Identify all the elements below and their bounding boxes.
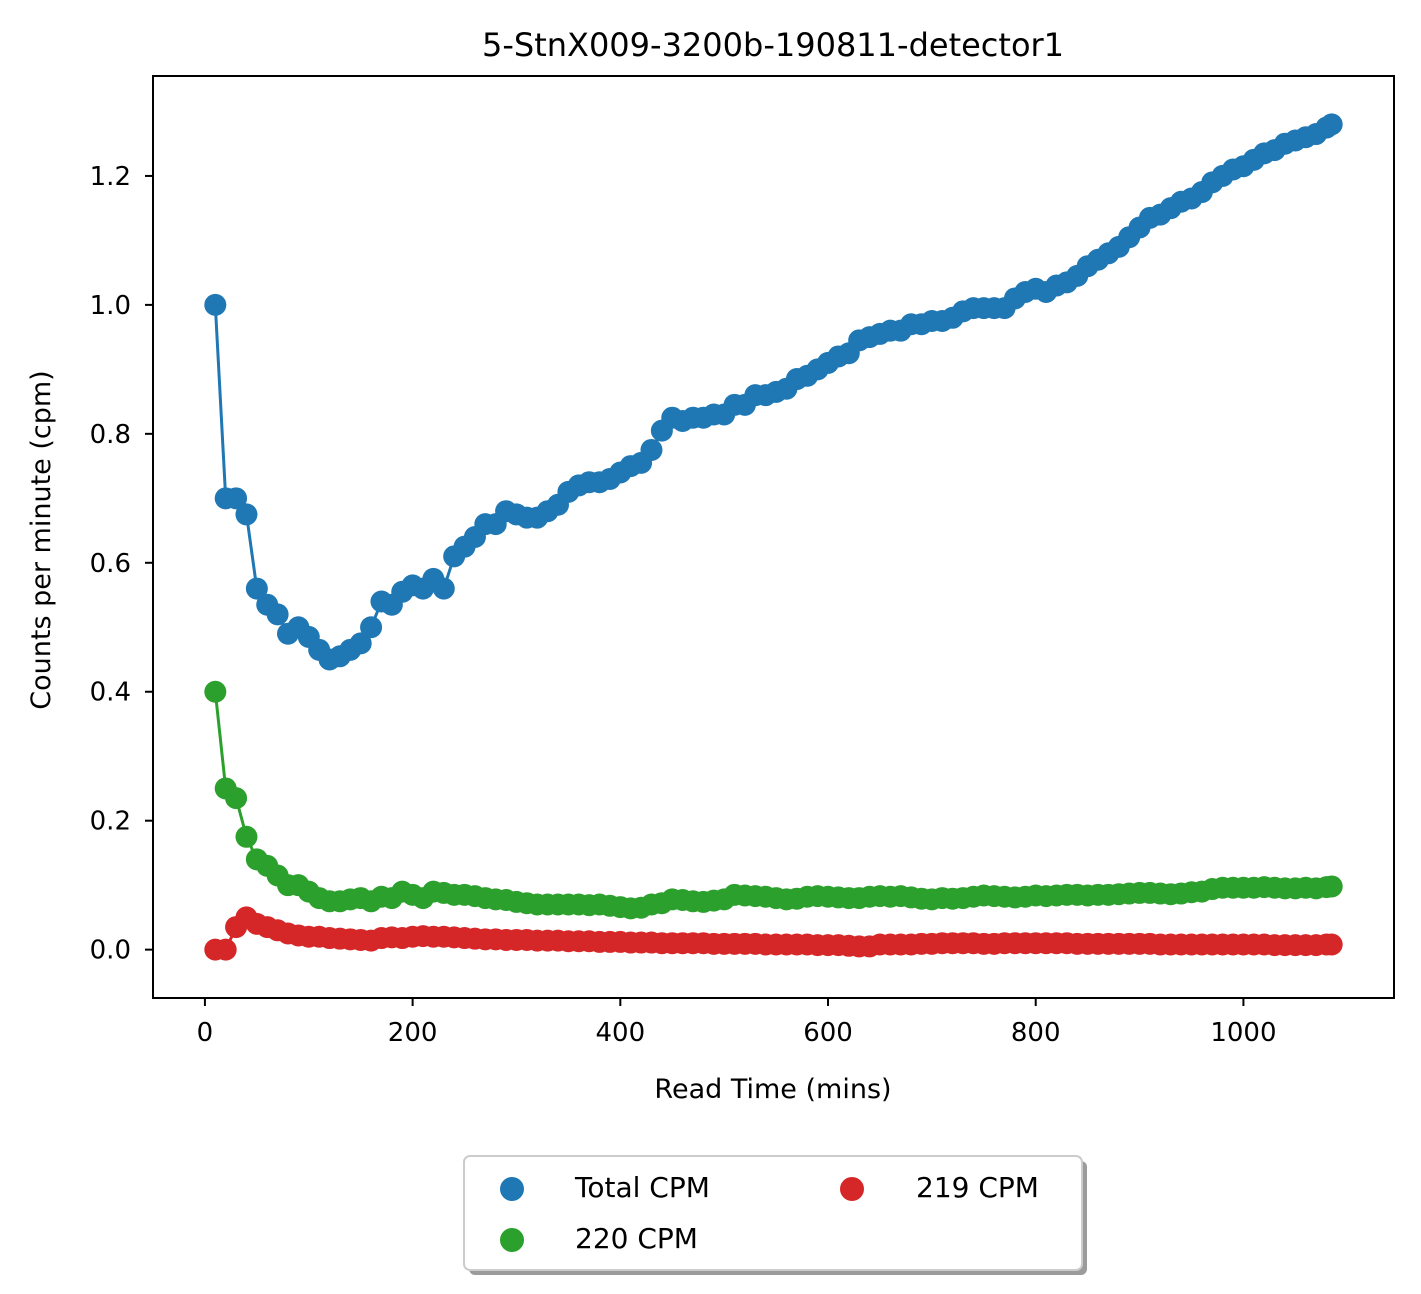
legend-marker-219 — [840, 1177, 864, 1201]
chart-title: 5-StnX009-3200b-190811-detector1 — [482, 26, 1064, 64]
data-point — [1320, 875, 1343, 898]
y-tick-label: 0.0 — [90, 936, 131, 966]
data-point — [204, 293, 227, 316]
x-axis-label: Read Time (mins) — [654, 1074, 891, 1105]
data-point — [360, 616, 383, 639]
plot-frame — [152, 75, 1395, 999]
y-axis-label: Counts per minute (cpm) — [26, 370, 57, 709]
legend-marker-total — [500, 1177, 524, 1201]
legend-box — [463, 1155, 1083, 1271]
x-tick-label: 1000 — [1210, 1018, 1276, 1048]
data-point — [266, 603, 289, 626]
series-0 — [204, 113, 1343, 671]
y-tick-label: 0.2 — [90, 807, 131, 837]
x-tick-label: 0 — [197, 1018, 214, 1048]
data-point — [225, 487, 248, 510]
data-point — [640, 438, 663, 461]
legend-label-total: Total CPM — [574, 1171, 710, 1204]
data-point — [245, 577, 268, 600]
legend: Total CPM 220 CPM 219 CPM — [463, 1155, 1087, 1275]
data-point — [349, 632, 372, 655]
data-point — [204, 680, 227, 703]
legend-marker-220 — [500, 1228, 524, 1252]
y-tick-label: 0.6 — [90, 549, 131, 579]
data-point — [225, 787, 248, 810]
y-axis: 0.0 0.2 0.4 0.6 0.8 1.0 1.2 — [90, 162, 153, 966]
y-tick-label: 1.0 — [90, 291, 131, 321]
data-point — [235, 503, 258, 526]
plot-area — [204, 113, 1343, 961]
series-2 — [204, 906, 1343, 961]
y-tick-label: 0.8 — [90, 420, 131, 450]
data-point — [214, 938, 237, 961]
series-1 — [204, 680, 1343, 920]
data-point — [1320, 933, 1343, 956]
x-tick-label: 400 — [596, 1018, 646, 1048]
x-tick-label: 600 — [803, 1018, 853, 1048]
x-tick-label: 800 — [1011, 1018, 1061, 1048]
legend-label-220: 220 CPM — [575, 1222, 698, 1255]
x-tick-label: 200 — [388, 1018, 438, 1048]
x-axis: 0 200 400 600 800 1000 — [197, 998, 1277, 1048]
data-point — [432, 577, 455, 600]
data-point — [1320, 113, 1343, 136]
y-tick-label: 0.4 — [90, 678, 131, 708]
y-tick-label: 1.2 — [90, 162, 131, 192]
data-point — [235, 825, 258, 848]
legend-label-219: 219 CPM — [916, 1171, 1039, 1204]
